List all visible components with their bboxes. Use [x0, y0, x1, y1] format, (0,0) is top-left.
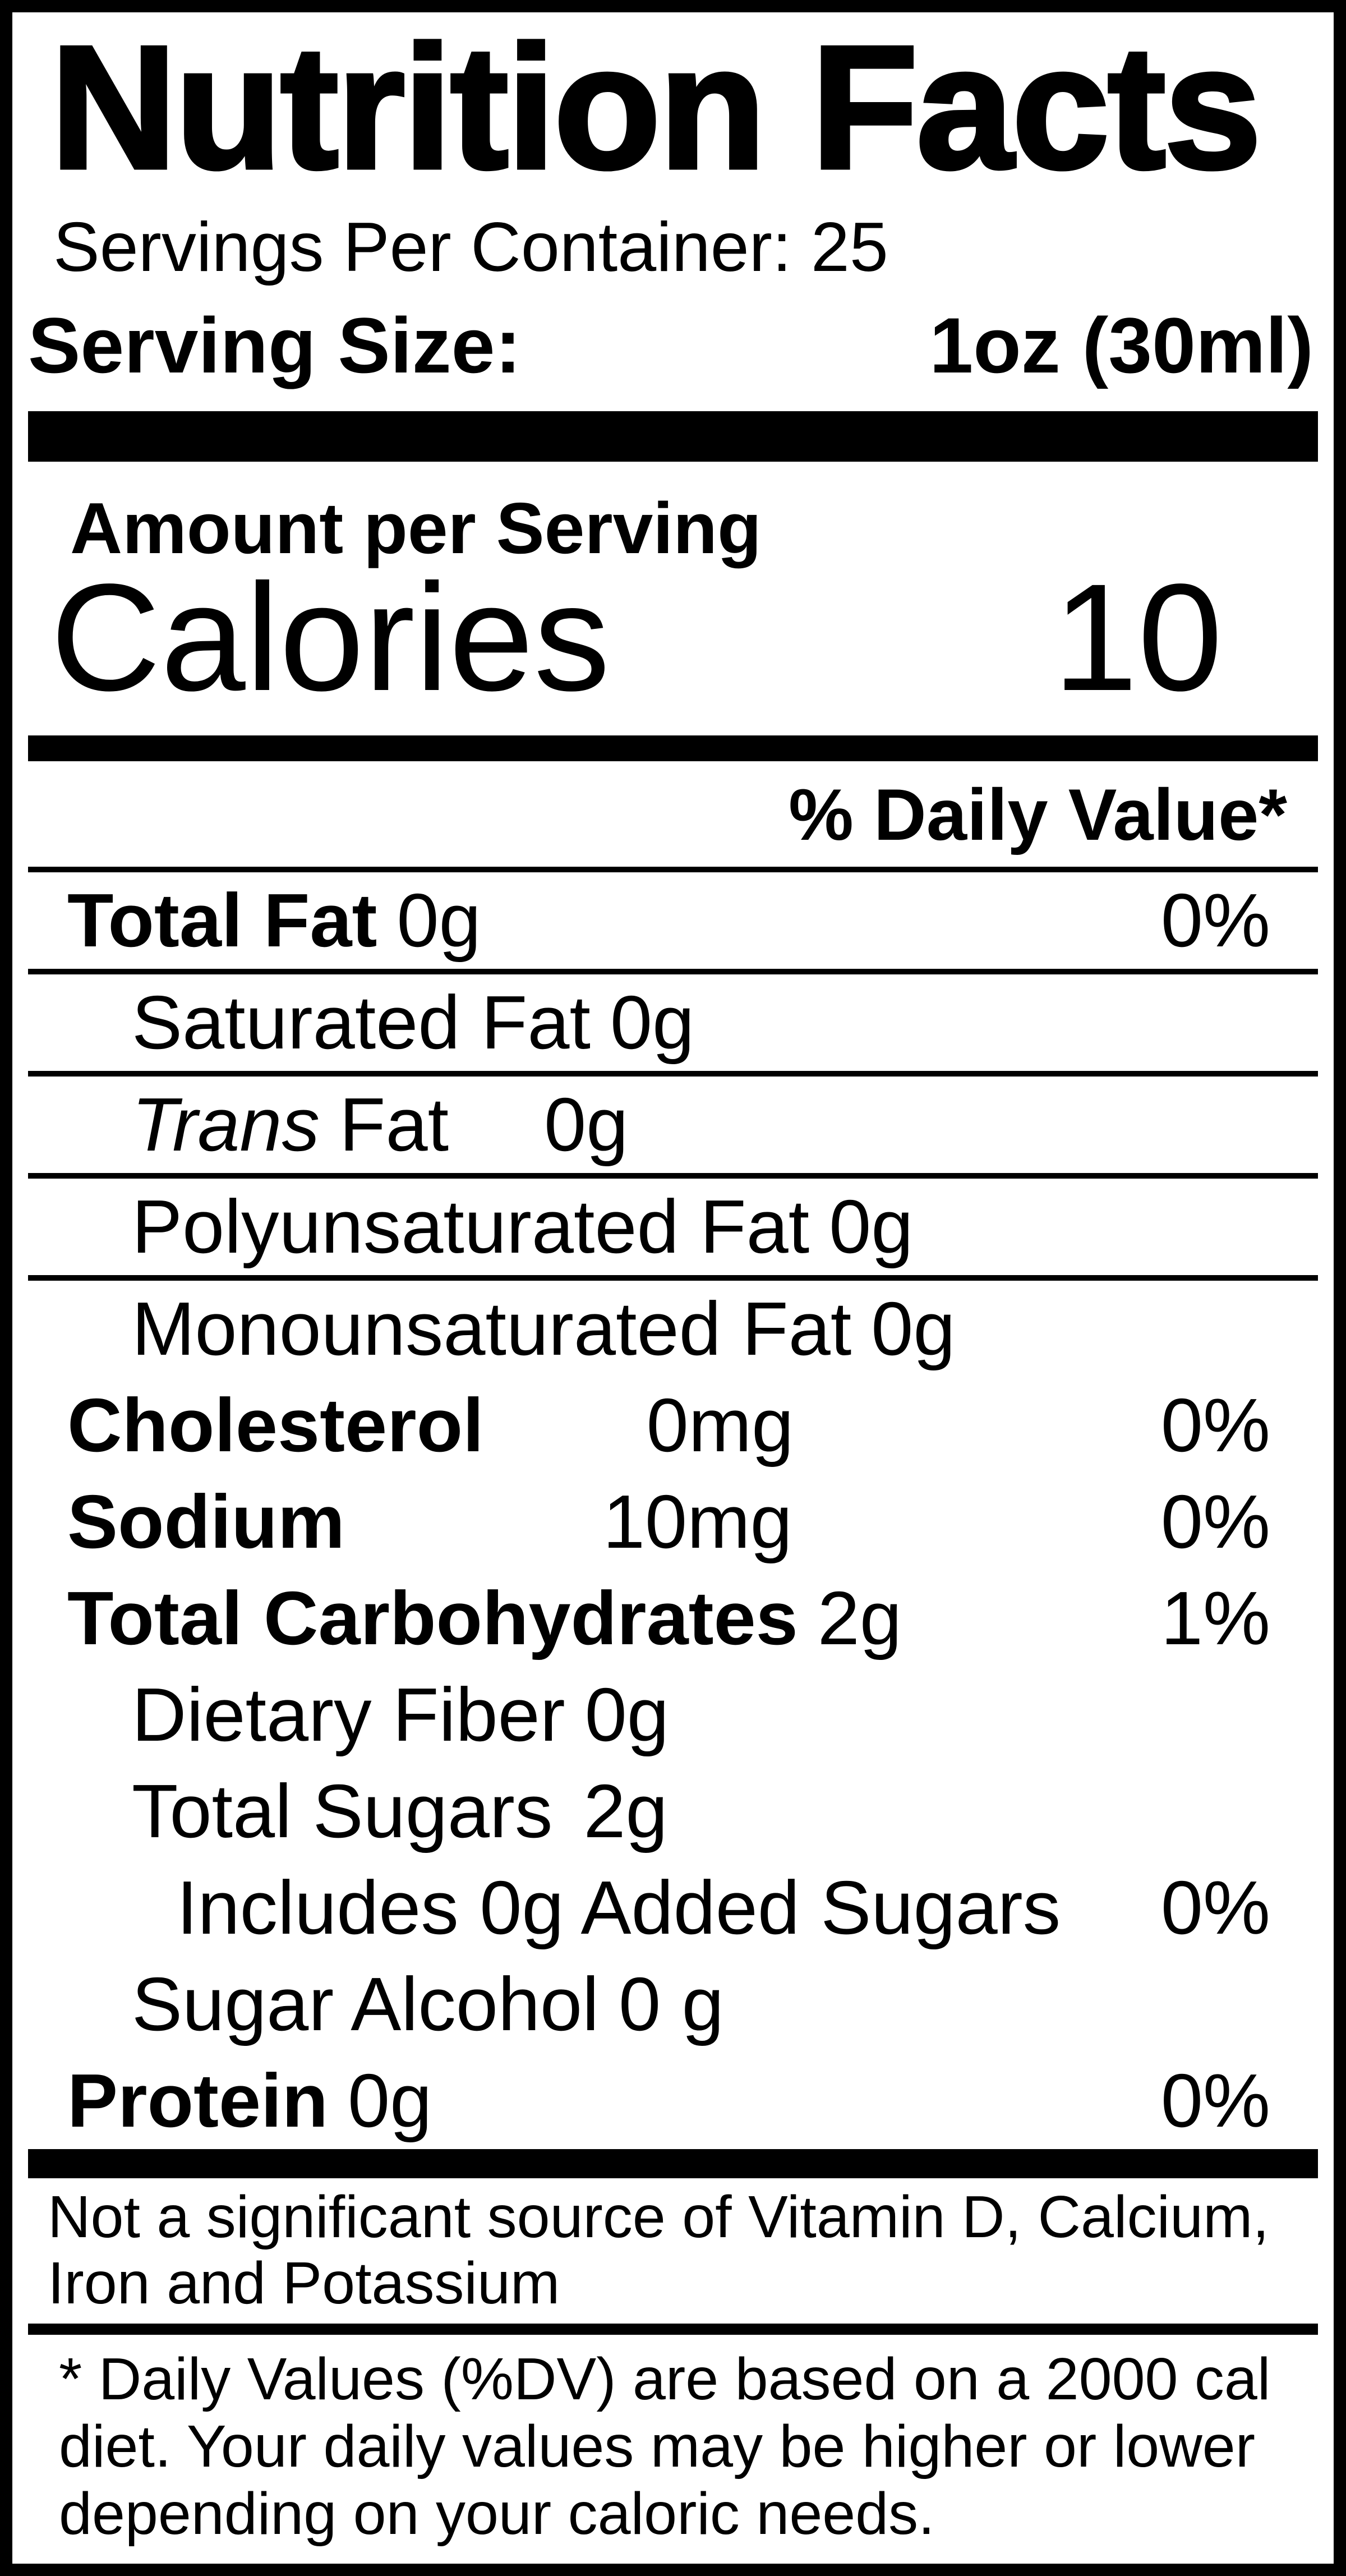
row-total-sugars: Total Sugars 2g [28, 1763, 1318, 1860]
nutrient-amount: 0g [610, 980, 695, 1065]
nutrient-amount: 0g [397, 878, 481, 963]
nutrient-name: Total Sugars [132, 1769, 553, 1854]
nutrient-name: Dietary Fiber [132, 1672, 565, 1758]
nutrient-name: Protein [67, 2058, 329, 2143]
nutrient-amount: 2g [583, 1769, 668, 1854]
calories-divider-bar [28, 735, 1318, 761]
nutrient-amount: 2g [817, 1576, 902, 1661]
amount-per-serving-label: Amount per Serving [70, 488, 762, 569]
serving-size-label: Serving Size: [28, 301, 522, 390]
row-added-sugars: Includes 0g Added Sugars 0% [28, 1860, 1318, 1956]
nutrient-dv: 1% [1160, 1576, 1270, 1661]
footer-divider-bar [28, 2149, 1318, 2178]
footnote-line: depending on your caloric needs. [59, 2480, 935, 2547]
note-line: Iron and Potassium [48, 2250, 560, 2317]
nutrient-name: Sugar Alcohol [132, 1962, 600, 2047]
nutrient-name: Fat [339, 1082, 449, 1167]
nutrient-amount: 0 g [619, 1962, 724, 2047]
nutrient-amount: 0g [544, 1082, 629, 1167]
nutrient-amount: 0g [829, 1184, 914, 1269]
nutrient-name: Monounsaturated Fat [132, 1286, 852, 1372]
nutrient-amount: 0mg [646, 1383, 794, 1468]
nutrient-amount: 0g [584, 1672, 669, 1758]
row-total-fat: Total Fat 0g 0% [28, 872, 1318, 974]
calories-label: Calories [50, 552, 610, 723]
nutrient-name: Total Fat [67, 878, 377, 963]
nutrient-amount: 10mg [602, 1479, 792, 1565]
nutrient-name: Polyunsaturated Fat [132, 1184, 810, 1269]
nutrient-amount: 0g [348, 2058, 432, 2143]
row-saturated-fat: Saturated Fat 0g [28, 974, 1318, 1077]
row-dietary-fiber: Dietary Fiber 0g [28, 1667, 1318, 1763]
row-monounsaturated-fat: Monounsaturated Fat 0g [28, 1281, 1318, 1377]
footnote-divider-bar [28, 2324, 1318, 2335]
header-rule [28, 866, 1318, 872]
footnote-line: * Daily Values (%DV) are based on a 2000… [59, 2346, 1271, 2413]
servings-per-container: Servings Per Container: 25 [53, 208, 888, 286]
nutrition-facts-title: Nutrition Facts [49, 10, 1264, 205]
nutrient-name: Cholesterol [67, 1383, 484, 1468]
insignificant-nutrients-note: Not a significant source of Vitamin D, C… [48, 2184, 1318, 2317]
calories-row: Calories 10 [28, 552, 1318, 723]
note-line: Not a significant source of Vitamin D, C… [48, 2183, 1269, 2250]
row-cholesterol: Cholesterol 0mg 0% [28, 1377, 1318, 1474]
nutrient-name: Includes 0g Added Sugars [177, 1865, 1061, 1951]
row-sodium: Sodium 10mg 0% [28, 1474, 1318, 1570]
row-total-carbohydrates: Total Carbohydrates 2g 1% [28, 1570, 1318, 1667]
nutrient-dv: 0% [1160, 2058, 1270, 2143]
serving-size-value: 1oz (30ml) [929, 301, 1313, 390]
footnote-line: diet. Your daily values may be higher or… [59, 2413, 1255, 2480]
nutrient-amount: 0g [871, 1286, 956, 1372]
nutrient-name-italic: Trans [132, 1082, 320, 1167]
nutrient-dv: 0% [1160, 1865, 1270, 1951]
serving-size-row: Serving Size: 1oz (30ml) [28, 302, 1318, 389]
daily-value-header: % Daily Value* [789, 773, 1287, 855]
row-polyunsaturated-fat: Polyunsaturated Fat 0g [28, 1179, 1318, 1281]
row-protein: Protein 0g 0% [28, 2053, 1318, 2149]
nutrient-name: Sodium [67, 1479, 345, 1565]
row-sugar-alcohol: Sugar Alcohol 0 g [28, 1956, 1318, 2053]
daily-value-footnote: * Daily Values (%DV) are based on a 2000… [59, 2346, 1318, 2547]
calories-value: 10 [1053, 552, 1223, 723]
nutrient-name: Saturated Fat [132, 980, 591, 1065]
nutrient-name: Total Carbohydrates [67, 1576, 798, 1661]
nutrient-dv: 0% [1160, 1383, 1270, 1468]
section-divider-bar [28, 411, 1318, 462]
row-trans-fat: Trans Fat 0g [28, 1077, 1318, 1179]
nutrient-dv: 0% [1160, 1479, 1270, 1565]
nutrient-dv: 0% [1160, 878, 1270, 963]
